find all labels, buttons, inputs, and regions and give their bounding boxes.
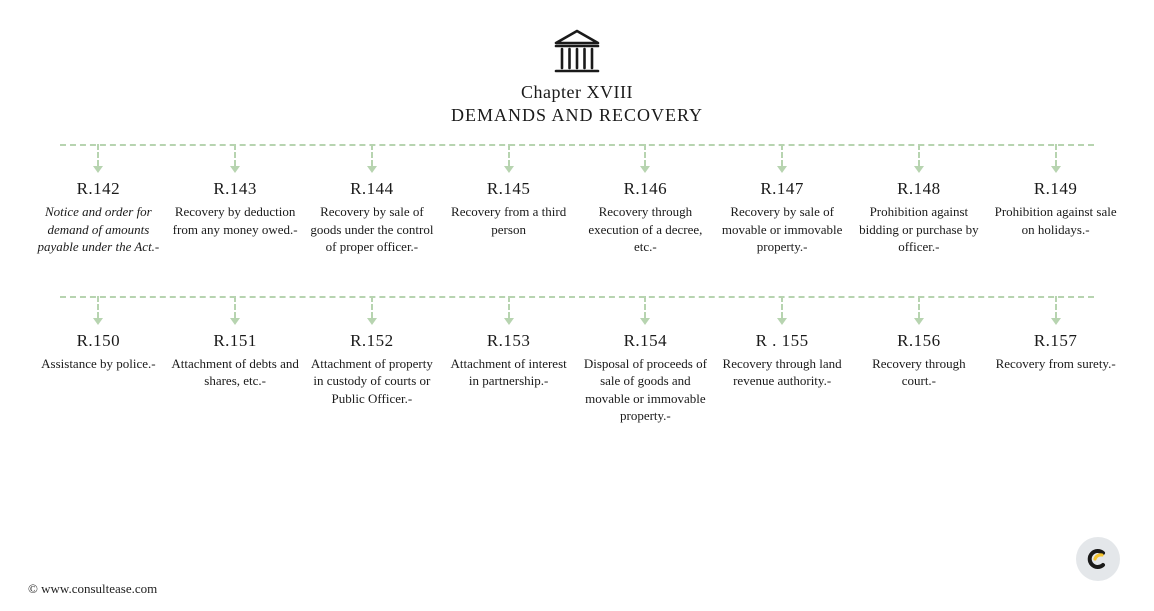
arrowhead-icon xyxy=(914,166,924,173)
connector-stub xyxy=(781,144,783,166)
rule-description: Attachment of interest in partnership.- xyxy=(444,355,573,390)
connector-stub xyxy=(918,144,920,166)
arrowhead-icon xyxy=(777,166,787,173)
connector-stub xyxy=(918,296,920,318)
rules-row-2: R.150 Assistance by police.- R.151 Attachme… xyxy=(0,296,1154,425)
chapter-label: Chapter XVIII xyxy=(0,82,1154,103)
rule-description: Recovery through execution of a decree, … xyxy=(581,203,710,256)
rule-description: Attachment of debts and shares, etc.- xyxy=(171,355,300,390)
rule-item: R.150 Assistance by police.- xyxy=(30,296,167,425)
rule-item: R.153 Attachment of interest in partnersh… xyxy=(440,296,577,425)
rule-item: R.144 Recovery by sale of goods under the… xyxy=(304,144,441,256)
arrowhead-icon xyxy=(93,166,103,173)
rule-item: R.146 Recovery through execution of a dec… xyxy=(577,144,714,256)
connector-stub xyxy=(1055,296,1057,318)
rule-number: R.146 xyxy=(581,179,710,199)
connector-stub xyxy=(644,296,646,318)
rule-description: Recovery from a third person xyxy=(444,203,573,238)
rule-number: R.153 xyxy=(444,331,573,351)
rule-item: R.151 Attachment of debts and shares, etc… xyxy=(167,296,304,425)
arrowhead-icon xyxy=(367,318,377,325)
rule-number: R.143 xyxy=(171,179,300,199)
rule-description: Recovery by sale of movable or immovable… xyxy=(718,203,847,256)
rule-item: R.143 Recovery by deduction from any mone… xyxy=(167,144,304,256)
arrowhead-icon xyxy=(93,318,103,325)
rule-number: R.149 xyxy=(991,179,1120,199)
rules-row-1: R.142 Notice and order for demand of amou… xyxy=(0,144,1154,256)
rule-description: Recovery through land revenue authority.… xyxy=(718,355,847,390)
connector-stub xyxy=(234,144,236,166)
rule-number: R . 155 xyxy=(718,331,847,351)
arrowhead-icon xyxy=(230,318,240,325)
rule-item: R.148 Prohibition against bidding or purc… xyxy=(851,144,988,256)
rule-number: R.147 xyxy=(718,179,847,199)
rule-item: R.142 Notice and order for demand of amou… xyxy=(30,144,167,256)
arrowhead-icon xyxy=(640,166,650,173)
connector-stub xyxy=(371,296,373,318)
rule-description: Attachment of property in custody of cou… xyxy=(308,355,437,408)
diagram-header: Chapter XVIII DEMANDS AND RECOVERY xyxy=(0,0,1154,126)
brand-badge xyxy=(1076,537,1120,581)
rule-number: R.148 xyxy=(855,179,984,199)
rule-description: Assistance by police.- xyxy=(34,355,163,373)
rule-description: Notice and order for demand of amounts p… xyxy=(34,203,163,256)
rule-item: R.147 Recovery by sale of movable or immo… xyxy=(714,144,851,256)
rule-number: R.154 xyxy=(581,331,710,351)
arrowhead-icon xyxy=(230,166,240,173)
arrowhead-icon xyxy=(1051,318,1061,325)
rule-description: Recovery by deduction from any money owe… xyxy=(171,203,300,238)
connector-stub xyxy=(781,296,783,318)
connector-stub xyxy=(508,296,510,318)
rule-description: Recovery by sale of goods under the cont… xyxy=(308,203,437,256)
connector-stub xyxy=(234,296,236,318)
arrowhead-icon xyxy=(914,318,924,325)
rule-number: R.152 xyxy=(308,331,437,351)
connector-stub xyxy=(97,296,99,318)
rule-item: R.156 Recovery through court.- xyxy=(851,296,988,425)
rule-number: R.144 xyxy=(308,179,437,199)
connector-stub xyxy=(644,144,646,166)
rule-description: Disposal of proceeds of sale of goods an… xyxy=(581,355,710,425)
rule-item: R.157 Recovery from surety.- xyxy=(987,296,1124,425)
rule-number: R.142 xyxy=(34,179,163,199)
rule-item: R.154 Disposal of proceeds of sale of goo… xyxy=(577,296,714,425)
rule-number: R.157 xyxy=(991,331,1120,351)
rule-description: Prohibition against bidding or purchase … xyxy=(855,203,984,256)
connector-stub xyxy=(508,144,510,166)
institution-icon xyxy=(0,28,1154,76)
arrowhead-icon xyxy=(640,318,650,325)
rule-item: R.145 Recovery from a third person xyxy=(440,144,577,256)
rule-number: R.150 xyxy=(34,331,163,351)
rule-item: R.152 Attachment of property in custody o… xyxy=(304,296,441,425)
connector-stub xyxy=(97,144,99,166)
rule-number: R.151 xyxy=(171,331,300,351)
chapter-title: DEMANDS AND RECOVERY xyxy=(0,105,1154,126)
arrowhead-icon xyxy=(504,166,514,173)
arrowhead-icon xyxy=(504,318,514,325)
rule-number: R.156 xyxy=(855,331,984,351)
rule-item: R . 155 Recovery through land revenue aut… xyxy=(714,296,851,425)
connector-stub xyxy=(371,144,373,166)
arrowhead-icon xyxy=(1051,166,1061,173)
footer-credit: © www.consultease.com xyxy=(28,581,157,597)
rule-item: R.149 Prohibition against sale on holiday… xyxy=(987,144,1124,256)
arrowhead-icon xyxy=(367,166,377,173)
connector-stub xyxy=(1055,144,1057,166)
rule-description: Recovery through court.- xyxy=(855,355,984,390)
rule-description: Recovery from surety.- xyxy=(991,355,1120,373)
rule-number: R.145 xyxy=(444,179,573,199)
arrowhead-icon xyxy=(777,318,787,325)
rule-description: Prohibition against sale on holidays.- xyxy=(991,203,1120,238)
